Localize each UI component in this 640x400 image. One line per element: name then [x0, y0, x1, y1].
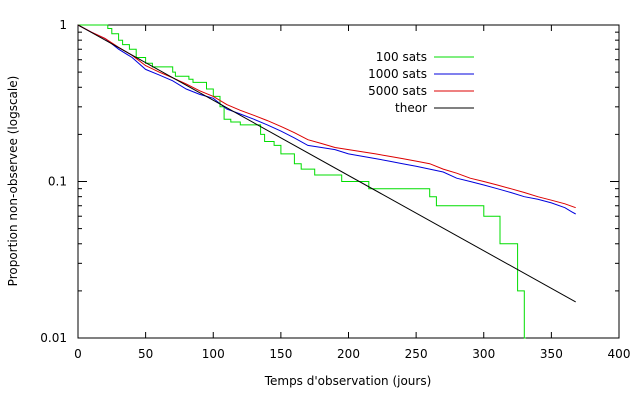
x-tick-label: 300	[472, 347, 495, 361]
series-line	[77, 24, 576, 303]
axis-ticks	[77, 24, 620, 339]
x-tick-label: 100	[202, 347, 225, 361]
x-tick-label: 350	[540, 347, 563, 361]
legend-label: 100 sats	[376, 50, 427, 64]
series-line	[78, 24, 526, 339]
x-tick-label: 250	[405, 347, 428, 361]
x-tick-label: 400	[608, 347, 631, 361]
series-line	[77, 24, 576, 215]
legend-label: 1000 sats	[368, 67, 427, 81]
legend-label: theor	[395, 101, 427, 115]
x-axis-label: Temps d'observation (jours)	[264, 374, 432, 388]
x-tick-label: 50	[138, 347, 153, 361]
x-tick-label: 200	[337, 347, 360, 361]
series-lines	[77, 24, 576, 339]
y-tick-label: 1	[59, 18, 67, 32]
y-tick-label: 0.1	[48, 175, 67, 189]
x-tick-label: 0	[74, 347, 82, 361]
y-axis-label: Proportion non-observee (logscale)	[6, 76, 20, 287]
y-tick-label: 0.01	[40, 331, 67, 345]
x-tick-label: 150	[269, 347, 292, 361]
axis-tick-labels: 0 50 100 150 200 250 300 350 400 0.01 0.1 1	[40, 18, 630, 361]
legend-label: 5000 sats	[368, 84, 427, 98]
legend: 100 sats 1000 sats 5000 sats theor	[368, 50, 474, 115]
series-line	[77, 24, 576, 209]
